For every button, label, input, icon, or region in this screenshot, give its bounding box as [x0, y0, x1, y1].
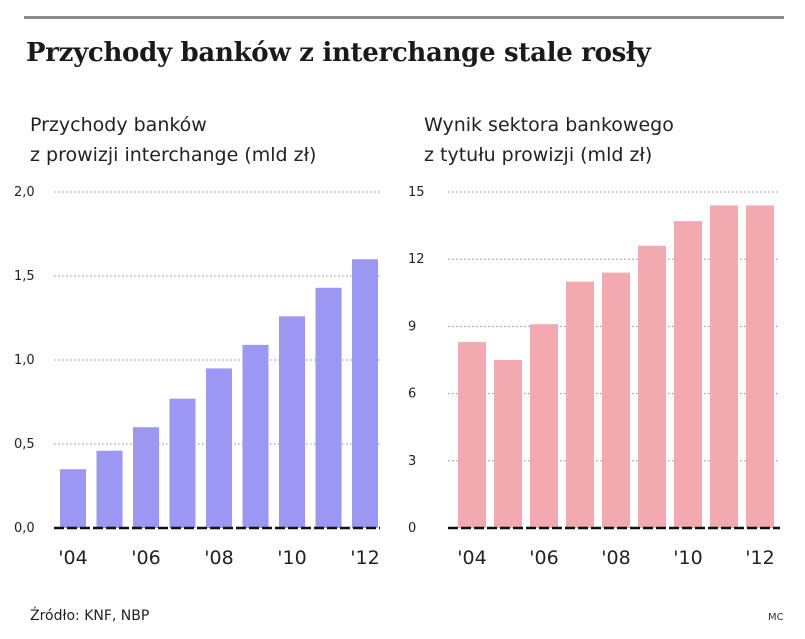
source-note: Źródło: KNF, NBP [30, 608, 150, 624]
right-bar [674, 221, 702, 528]
right-bar-chart: 15 12 9 6 3 0 '04 '06 '08 '10 '12 [408, 185, 780, 569]
left-bar [352, 259, 378, 528]
right-bar [746, 205, 774, 528]
right-x-tick-label: '12 [745, 547, 774, 569]
left-bar [206, 368, 232, 528]
right-bar [494, 360, 522, 528]
right-y-tick-label: 9 [408, 319, 416, 334]
headline: Przychody banków z interchange stale ros… [26, 38, 651, 68]
left-y-tick-label: 0,0 [14, 521, 35, 536]
right-x-tick-label: '08 [601, 547, 630, 569]
author-credit: MC [768, 612, 784, 623]
left-y-tick-label: 0,5 [14, 437, 35, 452]
left-bar [279, 316, 305, 528]
right-x-tick-label: '06 [529, 547, 558, 569]
left-chart-title-line-1: Przychody banków [30, 114, 207, 136]
left-x-tick-label: '04 [58, 547, 87, 569]
left-bar [242, 344, 269, 528]
right-x-tick-label: '04 [457, 547, 486, 569]
left-x-tick-label: '10 [277, 547, 306, 569]
left-x-tick-label: '08 [204, 547, 233, 569]
left-chart-title-line-2: z prowizji interchange (mld zł) [30, 144, 317, 166]
right-chart-title-line-1: Wynik sektora bankowego [424, 114, 674, 136]
left-y-tick-label: 2,0 [14, 185, 35, 200]
left-x-tick-label: '06 [131, 547, 160, 569]
right-y-tick-label: 15 [408, 185, 425, 200]
right-y-tick-label: 12 [408, 252, 425, 267]
left-x-tick-label: '12 [350, 547, 379, 569]
right-bar [530, 324, 558, 528]
right-bar [602, 272, 630, 528]
right-bar [710, 205, 738, 528]
left-bar [60, 469, 86, 528]
left-bar-chart: 2,0 1,5 1,0 0,5 0,0 '04 '06 '08 '10 '12 [14, 185, 380, 569]
left-bar [133, 427, 159, 528]
right-x-tick-label: '10 [673, 547, 702, 569]
left-y-tick-label: 1,5 [14, 269, 35, 284]
left-bar [96, 450, 123, 528]
left-bar [169, 398, 196, 528]
right-y-tick-label: 3 [408, 454, 416, 469]
left-y-tick-label: 1,0 [14, 353, 35, 368]
left-bar [315, 287, 342, 528]
right-chart-title-line-2: z tytułu prowizji (mld zł) [424, 144, 653, 166]
left-chart-title: Przychody banków z prowizji interchange … [30, 110, 316, 170]
right-chart-title: Wynik sektora bankowego z tytułu prowizj… [424, 110, 674, 170]
right-y-tick-label: 6 [408, 387, 416, 402]
right-bar [566, 281, 594, 528]
right-bar [458, 342, 486, 528]
right-bar [638, 245, 666, 528]
right-y-tick-label: 0 [408, 521, 416, 536]
top-rule [24, 16, 784, 19]
